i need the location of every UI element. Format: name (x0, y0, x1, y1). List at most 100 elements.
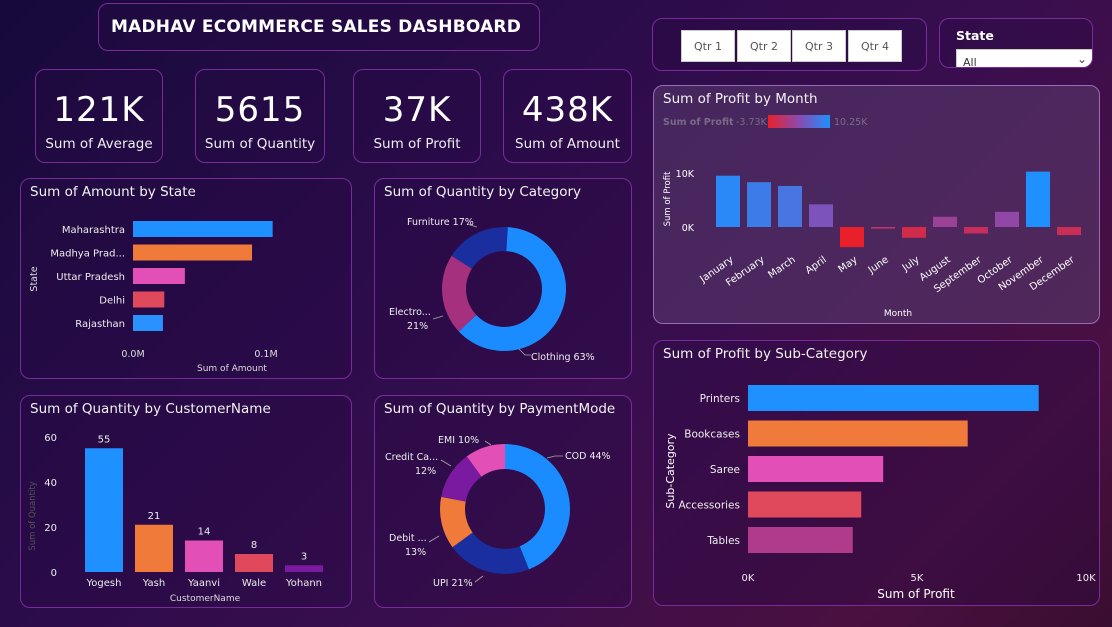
state-slicer: State All ⌄ (939, 18, 1093, 68)
bar-Rajasthan[interactable] (133, 315, 163, 331)
electronics-pct: 21% (407, 321, 428, 332)
bar-Maharashtra[interactable] (133, 221, 273, 237)
bar-Bookcases[interactable] (748, 420, 968, 447)
bar-June[interactable] (871, 227, 895, 229)
y-tick-label: 0K (682, 223, 695, 234)
bar-March[interactable] (778, 185, 802, 227)
bar-February[interactable] (747, 182, 771, 227)
x-tick-label: 0.0M (121, 349, 144, 360)
category-label: Madhya Prad... (50, 249, 125, 260)
qtr-4-button[interactable]: Qtr 4 (848, 30, 902, 62)
category-label: Yash (142, 578, 165, 589)
qtr-1-button[interactable]: Qtr 1 (681, 30, 735, 62)
bar-Yaanvi[interactable] (185, 540, 223, 573)
y-tick-label: 20 (44, 523, 57, 534)
chart-title: Sum of Quantity by PaymentMode (384, 401, 616, 417)
data-label: 55 (98, 434, 111, 445)
bar-Saree[interactable] (748, 456, 884, 482)
quantity-by-paymentmode-panel: Sum of Quantity by PaymentMode EMI 10% C… (374, 395, 632, 608)
data-label: 21 (148, 511, 161, 522)
bar-January[interactable] (716, 175, 740, 227)
profit-by-subcategory-chart: Sub-Category Sum of Profit Printers Bookc… (664, 385, 1096, 601)
title-panel: MADHAV ECOMMERCE SALES DASHBOARD (98, 3, 540, 51)
x-axis-label: Sum of Amount (197, 364, 267, 374)
emi-label: EMI 10% (438, 435, 479, 446)
bar-Delhi[interactable] (133, 291, 165, 308)
x-tick-label: 10K (1076, 573, 1096, 584)
debit-card-pct: 13% (405, 547, 426, 558)
y-axis-label: Sum of Quantity (28, 481, 38, 550)
chart-title: Sum of Quantity by Category (384, 184, 582, 200)
kpi-card-amount[interactable]: 438K Sum of Amount (503, 69, 632, 163)
x-tick-label: 0.1M (254, 349, 277, 360)
bar-July[interactable] (902, 227, 926, 238)
quantity-by-category-chart: Furniture 17% Electro... 21% Clothing 63… (389, 217, 595, 363)
bar-Tables[interactable] (748, 527, 853, 553)
kpi-value: 438K (521, 90, 614, 130)
slice-Electronics[interactable] (442, 255, 477, 332)
x-tick-label: 0K (742, 573, 755, 584)
kpi-label: Sum of Quantity (204, 136, 316, 152)
amount-by-state-chart: State Sum of Amount Maharashtra Madhya Pr… (29, 221, 278, 374)
qtr-3-button[interactable]: Qtr 3 (792, 30, 846, 62)
x-axis-label: Sum of Profit (877, 587, 955, 601)
cod-label: COD 44% (565, 451, 611, 462)
bar-December[interactable] (1057, 227, 1081, 236)
category-label: Wale (242, 578, 266, 589)
bar-August[interactable] (933, 216, 957, 227)
bar-Yash[interactable] (135, 524, 173, 572)
furniture-label: Furniture 17% (407, 217, 474, 228)
upi-label: UPI 21% (433, 578, 473, 589)
kpi-card-average[interactable]: 121K Sum of Average (35, 69, 163, 163)
clothing-label: Clothing 63% (531, 352, 595, 363)
slice-COD[interactable] (505, 444, 570, 570)
bar-Wale[interactable] (235, 554, 273, 572)
legend-min: -3.73K (736, 117, 768, 128)
bar-Yohann[interactable] (285, 565, 323, 572)
category-label: Accessories (678, 500, 740, 512)
category-label: Printers (700, 393, 740, 405)
legend-title: Sum of Profit (663, 117, 734, 128)
category-label: Saree (710, 464, 740, 476)
category-label: Yogesh (86, 578, 122, 589)
bar-Accessories[interactable] (748, 491, 862, 518)
kpi-card-profit[interactable]: 37K Sum of Profit (353, 69, 481, 163)
chart-title: Sum of Profit by Month (663, 91, 818, 107)
category-label: Rajasthan (75, 319, 125, 330)
slice-Credit Card[interactable] (441, 456, 482, 502)
data-label: 14 (198, 527, 211, 538)
month-label: April (804, 254, 829, 276)
slice-EMI[interactable] (466, 444, 505, 477)
credit-card-label: Credit Ca... (385, 452, 438, 463)
y-axis-label: Sub-Category (664, 433, 677, 509)
quantity-by-customer-chart: Sum of Quantity CustomerName 60 40 20 0 55 Yo… (28, 433, 323, 604)
bar-May[interactable] (840, 227, 864, 248)
bar-Madhya Prad...[interactable] (133, 244, 253, 261)
slice-Furniture[interactable] (451, 227, 508, 269)
slice-Debit Card[interactable] (440, 496, 473, 548)
bar-October[interactable] (995, 211, 1019, 227)
month-label: May (836, 254, 859, 275)
qtr-2-button[interactable]: Qtr 2 (737, 30, 791, 62)
kpi-card-quantity[interactable]: 5615 Sum of Quantity (195, 69, 325, 163)
x-axis-label: Month (884, 309, 912, 319)
bar-September[interactable] (964, 227, 988, 234)
category-label: Yohann (285, 578, 322, 589)
legend-gradient (768, 115, 830, 128)
chart-title: Sum of Profit by Sub-Category (663, 346, 868, 362)
bar-Uttar Pradesh[interactable] (133, 268, 185, 284)
state-dropdown-value: All (963, 56, 977, 68)
bar-April[interactable] (809, 204, 833, 227)
state-slicer-label: State (956, 28, 994, 43)
slice-Clothing[interactable] (458, 227, 566, 351)
bar-Yogesh[interactable] (85, 448, 123, 572)
bar-Printers[interactable] (748, 385, 1039, 411)
bar-November[interactable] (1026, 171, 1050, 227)
slice-UPI[interactable] (452, 532, 529, 574)
data-label: 3 (301, 551, 307, 562)
category-label: Delhi (99, 296, 125, 307)
credit-card-pct: 12% (415, 466, 436, 477)
chart-title: Sum of Quantity by CustomerName (30, 401, 271, 417)
quantity-by-customer-panel: Sum of Quantity by CustomerName Sum of Q… (20, 395, 352, 608)
state-dropdown[interactable]: All ⌄ (956, 49, 1092, 68)
